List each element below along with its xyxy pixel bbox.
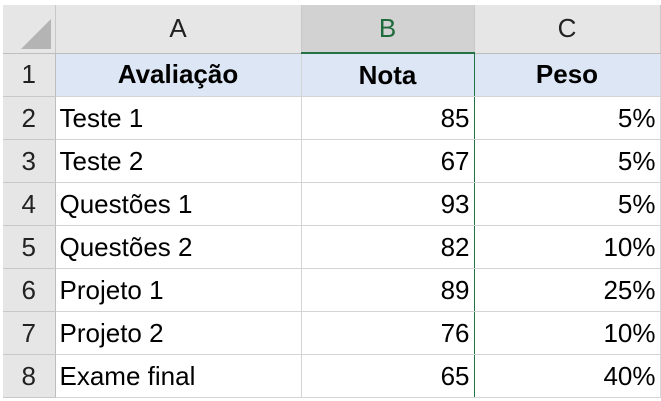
cell-b4[interactable]: 93 [300, 182, 475, 226]
column-header-c[interactable]: C [474, 5, 661, 54]
table-row: 4 Questões 1 93 5% [3, 182, 661, 226]
table-row: 6 Projeto 1 89 25% [3, 268, 661, 312]
cell-a5[interactable]: Questões 2 [55, 225, 302, 269]
row-header[interactable]: 5 [3, 225, 56, 269]
row-header[interactable]: 3 [3, 139, 56, 183]
cell-b3[interactable]: 67 [300, 139, 475, 183]
table-row: 8 Exame final 65 40% [3, 354, 661, 398]
cell-b6[interactable]: 89 [300, 268, 475, 312]
cell-b5[interactable]: 82 [300, 225, 475, 269]
cell-a7[interactable]: Projeto 2 [55, 311, 302, 355]
row-header[interactable]: 1 [3, 53, 56, 97]
row-header[interactable]: 4 [3, 182, 56, 226]
row-header[interactable]: 6 [3, 268, 56, 312]
cell-a2[interactable]: Teste 1 [55, 96, 302, 140]
column-header-b[interactable]: B [301, 5, 475, 54]
select-all-button[interactable] [3, 5, 56, 54]
cell-a1[interactable]: Avaliação [55, 53, 302, 97]
cell-c6[interactable]: 25% [474, 268, 661, 312]
table-row: 2 Teste 1 85 5% [3, 96, 661, 140]
table-row: 5 Questões 2 82 10% [3, 225, 661, 269]
cell-c2[interactable]: 5% [474, 96, 661, 140]
cell-c4[interactable]: 5% [474, 182, 661, 226]
cell-c8[interactable]: 40% [474, 354, 661, 398]
cell-c5[interactable]: 10% [474, 225, 661, 269]
cell-a8[interactable]: Exame final [55, 354, 302, 398]
column-header-a[interactable]: A [55, 5, 302, 54]
cell-a6[interactable]: Projeto 1 [55, 268, 302, 312]
cell-c3[interactable]: 5% [474, 139, 661, 183]
select-all-triangle-icon [20, 18, 51, 49]
row-header[interactable]: 8 [3, 354, 56, 398]
table-row: 1 Avaliação Nota Peso [3, 53, 661, 97]
cell-b7[interactable]: 76 [300, 311, 475, 355]
cell-c1[interactable]: Peso [474, 53, 661, 97]
table-row: 7 Projeto 2 76 10% [3, 311, 661, 355]
spreadsheet-grid: A B C 1 Avaliação Nota Peso 2 Teste 1 85… [3, 5, 661, 398]
row-header[interactable]: 2 [3, 96, 56, 140]
cell-a4[interactable]: Questões 1 [55, 182, 302, 226]
cell-a3[interactable]: Teste 2 [55, 139, 302, 183]
cell-b1[interactable]: Nota [300, 53, 475, 97]
table-row: 3 Teste 2 67 5% [3, 139, 661, 183]
row-header[interactable]: 7 [3, 311, 56, 355]
column-header-row: A B C [3, 5, 661, 54]
cell-b8[interactable]: 65 [300, 354, 475, 398]
cell-c7[interactable]: 10% [474, 311, 661, 355]
cell-b2[interactable]: 85 [300, 96, 475, 140]
top-strip [0, 0, 661, 5]
